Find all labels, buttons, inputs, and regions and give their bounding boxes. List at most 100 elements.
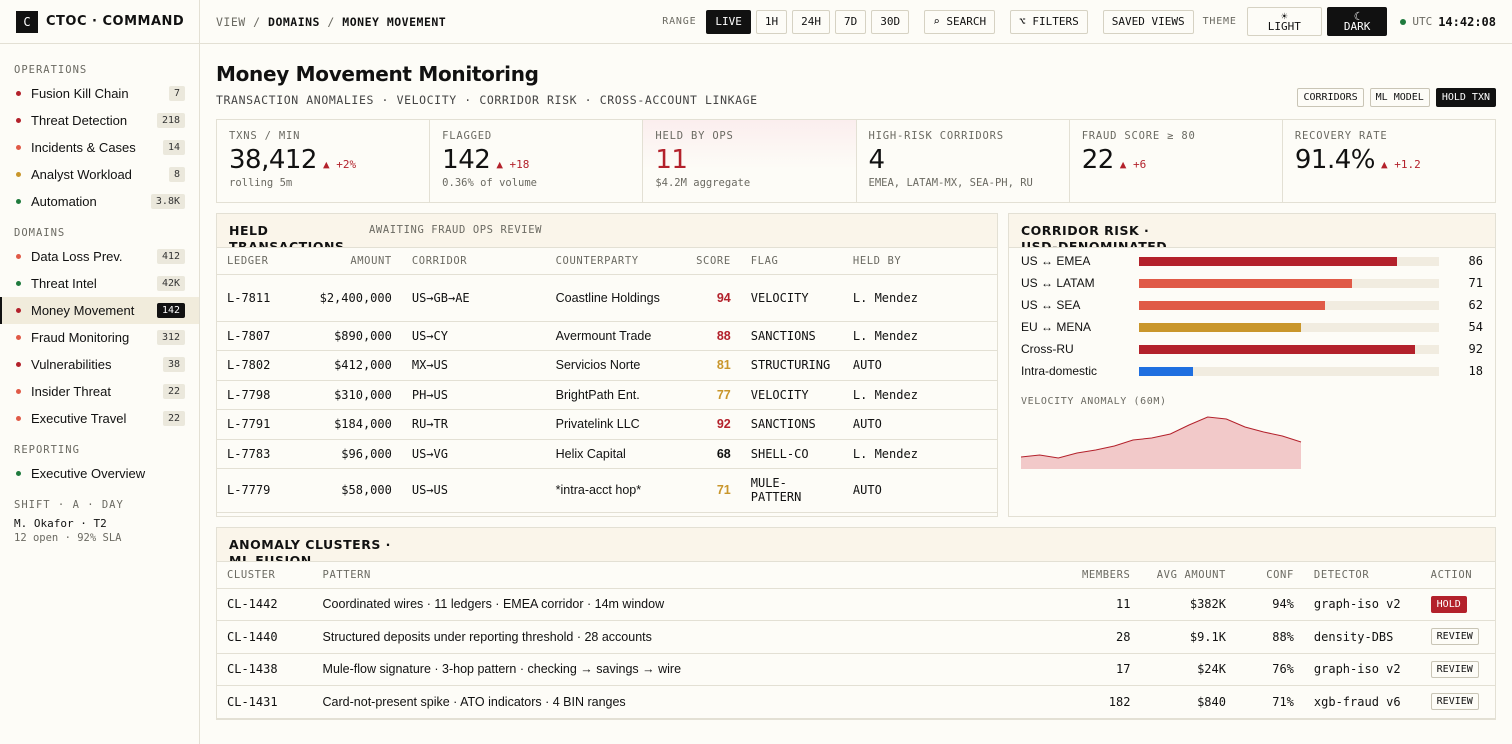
sidebar-item-automation[interactable]: Automation 3.8K bbox=[0, 188, 199, 215]
cell-detector: density-DBS bbox=[1303, 620, 1421, 654]
cell-text: $184,000 bbox=[334, 417, 392, 431]
column-header[interactable]: CLUSTER bbox=[217, 562, 313, 589]
range-live-button[interactable]: LIVE bbox=[706, 9, 751, 34]
table-row[interactable]: L-7798 $310,000 PH→US BrightPath Ent. 77 VELO… bbox=[217, 380, 997, 410]
table-row[interactable]: L-7802 $412,000 MX→US Servicios Norte 81 STRU… bbox=[217, 350, 997, 381]
column-header[interactable]: FLAG bbox=[740, 248, 843, 275]
filters-button[interactable]: ⌥ FILTERS bbox=[1010, 9, 1088, 34]
corridor-bar bbox=[1139, 366, 1193, 376]
kpi-value: 142 bbox=[442, 145, 491, 175]
column-header[interactable]: MEMBERS bbox=[1055, 562, 1141, 589]
column-header[interactable]: LEDGER bbox=[217, 248, 289, 275]
table-row[interactable]: L-7811 $2,400,000 US→GB→AE Coastline Holdin… bbox=[217, 274, 997, 322]
cell-text: $2,400,000 bbox=[319, 290, 392, 305]
range-label: RANGE bbox=[662, 16, 697, 27]
sidebar-item-vulnerabilities[interactable]: Vulnerabilities 38 bbox=[0, 351, 199, 378]
crumb-sep: / bbox=[253, 14, 261, 29]
crumb-domains[interactable]: DOMAINS bbox=[268, 14, 320, 29]
cell-amount: $2,400,000 bbox=[288, 274, 402, 322]
cell-text: US→US bbox=[411, 483, 448, 497]
ml-model-button[interactable]: ML MODEL bbox=[1369, 88, 1430, 107]
sidebar-item-executive-travel[interactable]: Executive Travel 22 bbox=[0, 405, 199, 432]
column-header[interactable]: AVG AMOUNT bbox=[1140, 562, 1236, 589]
cell-detector: graph-iso v2 bbox=[1303, 588, 1421, 621]
kpi-card[interactable]: RECOVERY RATE 91.4% ▲ +1.2 bbox=[1283, 120, 1495, 202]
column-header[interactable]: CONF bbox=[1235, 562, 1304, 589]
corridor-row[interactable]: EU ↔ MENA 54 bbox=[1009, 316, 1495, 338]
status-dot-icon bbox=[16, 281, 21, 286]
cell-score: 68 bbox=[679, 439, 741, 469]
cell-ledger: L-7802 bbox=[217, 350, 289, 381]
range-7d-button[interactable]: 7D bbox=[835, 9, 867, 34]
corridor-row[interactable]: Cross-RU 92 bbox=[1009, 338, 1495, 360]
cell-ledger: L-7791 bbox=[217, 409, 289, 440]
theme-dark-button[interactable]: ☾ DARK bbox=[1326, 7, 1388, 36]
utc-time: 14:42:08 bbox=[1438, 14, 1496, 29]
kpi-label: FRAUD SCORE ≥ 80 bbox=[1081, 130, 1196, 142]
table-row[interactable]: CL-1438 Mule-flow signature · 3-hop patte… bbox=[217, 653, 1495, 686]
kpi-card[interactable]: FLAGGED 142 ▲ +18 0.36% of volume bbox=[430, 120, 644, 202]
sidebar-item-threat-detection[interactable]: Threat Detection 218 bbox=[0, 107, 199, 134]
corridor-name: US ↔ LATAM bbox=[1021, 276, 1095, 290]
column-header[interactable]: COUNTERPARTY bbox=[545, 248, 680, 275]
panel-subtitle: AWAITING FRAUD OPS REVIEW bbox=[369, 224, 543, 236]
table-header: CLUSTER PATTERN MEMBERS AVG AMOUNT CONF DETEC… bbox=[217, 562, 1495, 589]
table-row[interactable]: CL-1442 Coordinated wires · 11 ledgers · … bbox=[217, 588, 1495, 621]
column-header[interactable]: CORRIDOR bbox=[401, 248, 546, 275]
sidebar-item-insider-threat[interactable]: Insider Threat 22 bbox=[0, 378, 199, 405]
saved-views-button[interactable]: SAVED VIEWS bbox=[1102, 9, 1194, 34]
kpi-card[interactable]: TXNS / MIN 38,412 ▲ +2% rolling 5m bbox=[217, 120, 431, 202]
cell-text: L-7798 bbox=[227, 387, 271, 402]
sidebar-item-fusion-kill-chain[interactable]: Fusion Kill Chain 7 bbox=[0, 80, 199, 107]
hold-button[interactable]: HOLD bbox=[1430, 595, 1467, 613]
sidebar-item-analyst-workload[interactable]: Analyst Workload 8 bbox=[0, 161, 199, 188]
status-dot-icon bbox=[16, 335, 21, 340]
table-row[interactable]: L-7791 $184,000 RU→TR Privatelink LLC 92 SANC… bbox=[217, 409, 997, 440]
score-value: 77 bbox=[716, 387, 731, 402]
table-row[interactable]: CL-1440 Structured deposits under reporti… bbox=[217, 620, 1495, 654]
theme-light-button[interactable]: ☀ LIGHT bbox=[1246, 7, 1322, 36]
table-row[interactable]: CL-1431 Card-not-present spike · ATO indi… bbox=[217, 685, 1495, 719]
corridor-row[interactable]: US ↔ SEA 62 bbox=[1009, 294, 1495, 316]
cell-text: 71% bbox=[1272, 694, 1294, 709]
column-header[interactable]: PATTERN bbox=[312, 562, 1056, 589]
corridor-bar bbox=[1139, 322, 1301, 332]
range-24h-button[interactable]: 24H bbox=[792, 9, 831, 34]
column-header[interactable]: HELD BY bbox=[842, 248, 997, 275]
cell-held-by: L. Mendez bbox=[842, 380, 997, 410]
corridor-row[interactable]: Intra-domestic 18 bbox=[1009, 360, 1495, 382]
column-header[interactable]: DETECTOR bbox=[1303, 562, 1421, 589]
corridor-value: 86 bbox=[1468, 254, 1483, 268]
table-body: CL-1442 Coordinated wires · 11 ledgers · … bbox=[217, 588, 1495, 719]
kpi-label: HELD BY OPS bbox=[655, 130, 734, 142]
range-1h-button[interactable]: 1H bbox=[755, 9, 788, 34]
sidebar-item-incidents-cases[interactable]: Incidents & Cases 14 bbox=[0, 134, 199, 161]
sidebar-item-money-movement[interactable]: Money Movement 142 bbox=[0, 297, 199, 324]
sidebar-item-fraud-monitoring[interactable]: Fraud Monitoring 312 bbox=[0, 324, 199, 351]
sidebar-item-threat-intel[interactable]: Threat Intel 42K bbox=[0, 270, 199, 297]
corridor-row[interactable]: US ↔ LATAM 71 bbox=[1009, 272, 1495, 294]
table-row[interactable]: L-7783 $96,000 US→VG Helix Capital 68 SHELL-C… bbox=[217, 439, 997, 469]
search-button[interactable]: ⌕ SEARCH bbox=[924, 9, 996, 34]
crumb-view[interactable]: VIEW bbox=[216, 14, 246, 29]
sidebar-item-data-loss-prev[interactable]: Data Loss Prev. 412 bbox=[0, 243, 199, 270]
review-button[interactable]: REVIEW bbox=[1430, 628, 1479, 646]
range-30d-button[interactable]: 30D bbox=[871, 9, 910, 34]
hold-txn-button[interactable]: HOLD TXN bbox=[1435, 88, 1496, 107]
sidebar-item-label: Executive Overview bbox=[31, 466, 146, 481]
kpi-card[interactable]: HELD BY OPS 11 $4.2M aggregate bbox=[643, 120, 857, 202]
column-header[interactable]: AMOUNT bbox=[288, 248, 402, 275]
sidebar-item-executive-overview[interactable]: Executive Overview bbox=[0, 460, 199, 487]
brand[interactable]: C CTOC · COMMAND bbox=[0, 0, 199, 44]
review-button[interactable]: REVIEW bbox=[1430, 693, 1479, 711]
kpi-card[interactable]: HIGH-RISK CORRIDORS 4 EMEA, LATAM-MX, SEA-… bbox=[857, 120, 1070, 202]
corridors-button[interactable]: CORRIDORS bbox=[1297, 88, 1364, 107]
kpi-card[interactable]: FRAUD SCORE ≥ 80 22 ▲ +6 bbox=[1070, 120, 1283, 202]
sidebar-item-label: Fusion Kill Chain bbox=[31, 86, 129, 101]
review-button[interactable]: REVIEW bbox=[1430, 660, 1479, 678]
column-header[interactable]: ACTION bbox=[1420, 562, 1495, 589]
table-row[interactable]: L-7779 $58,000 US→US *intra-acct hop* 71 MULE… bbox=[217, 468, 997, 513]
column-header[interactable]: SCORE bbox=[679, 248, 741, 275]
table-row[interactable]: L-7807 $890,000 US→CY Avermount Trade 88 SANC… bbox=[217, 321, 997, 351]
corridor-row[interactable]: US ↔ EMEA 86 bbox=[1009, 250, 1495, 272]
